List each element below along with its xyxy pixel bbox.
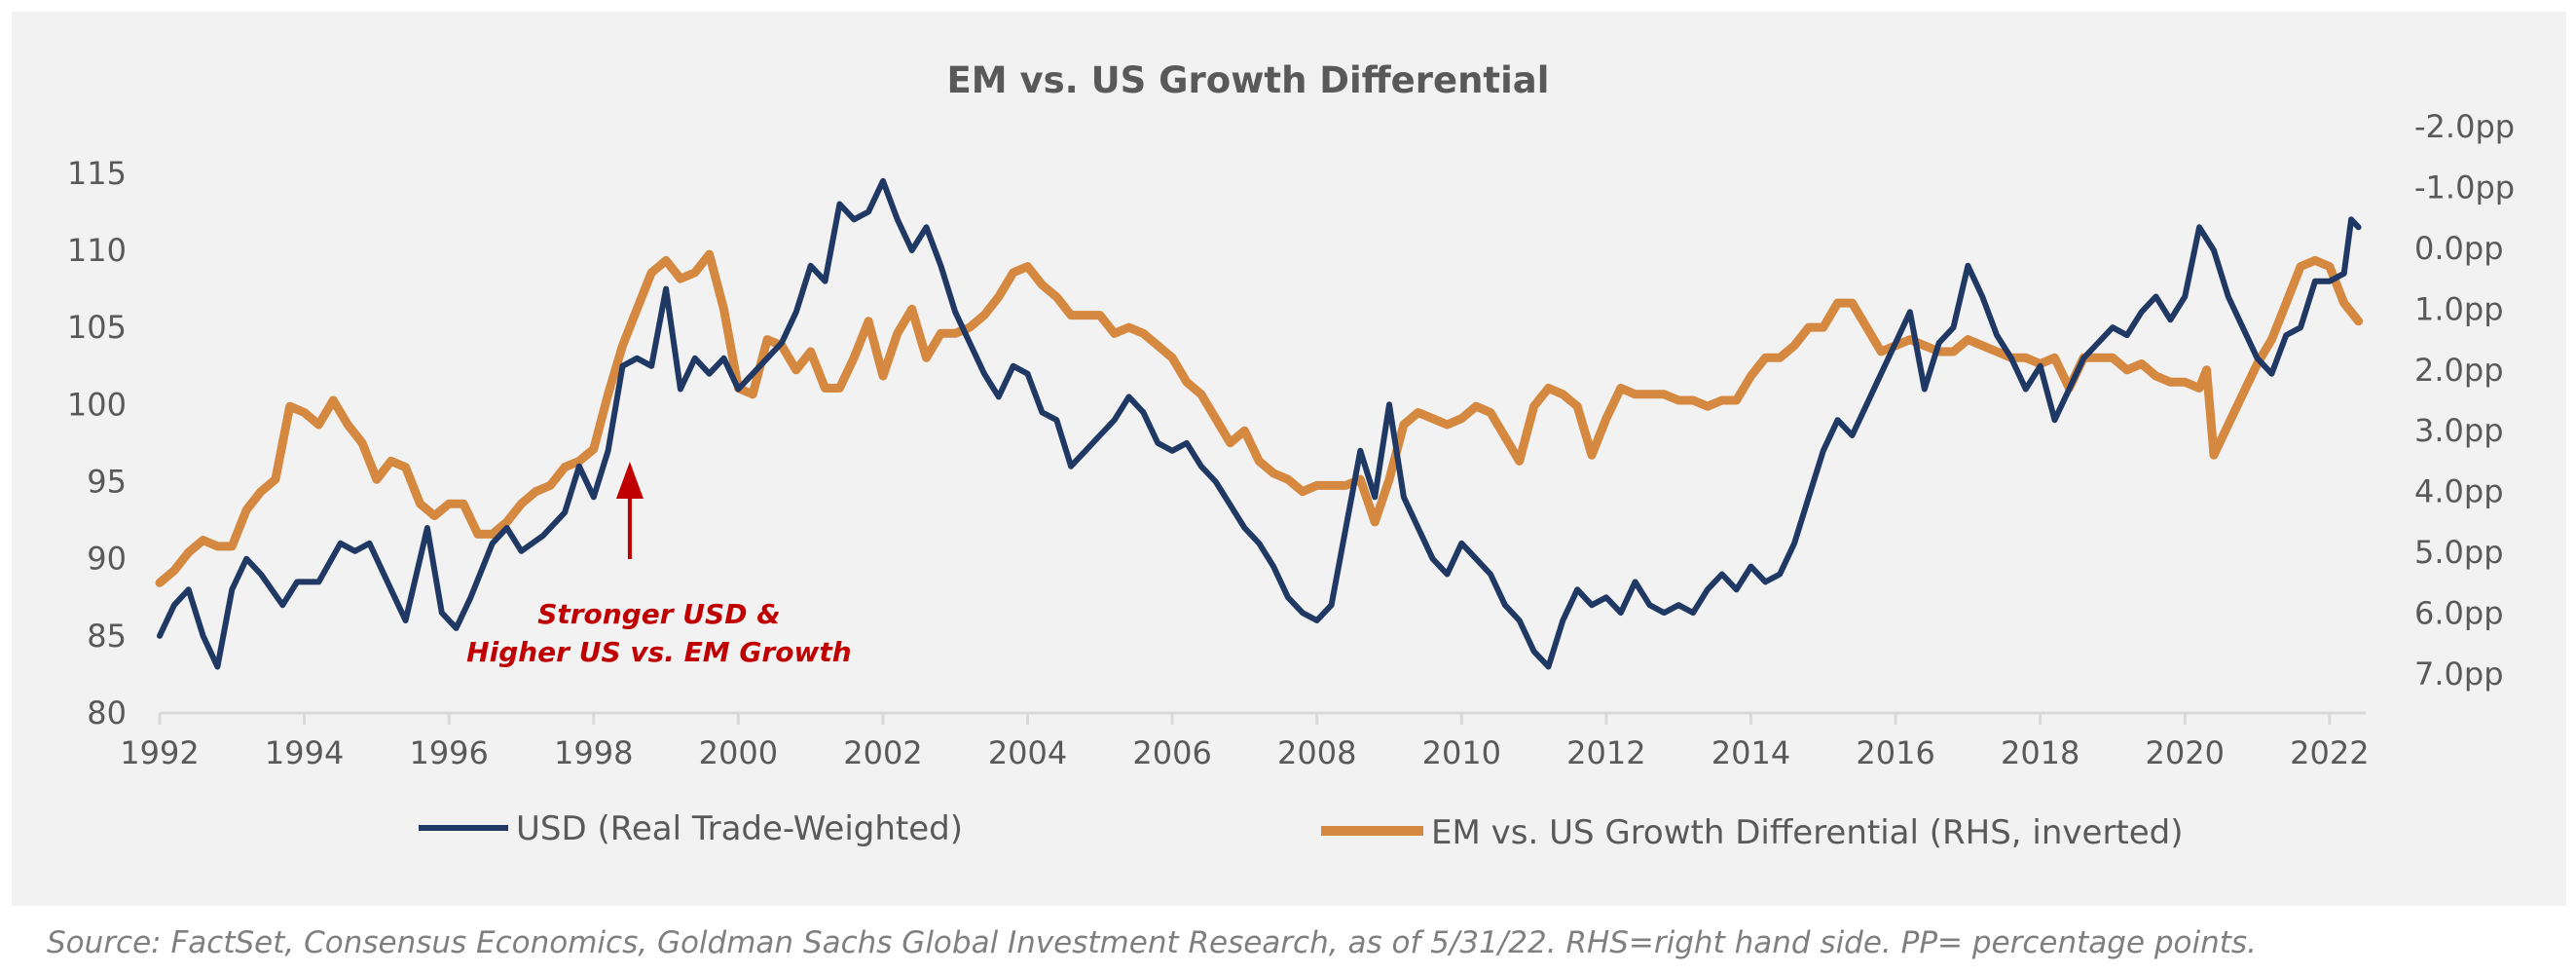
- left-tick-label: 115: [67, 155, 127, 192]
- left-tick-label: 90: [87, 541, 127, 578]
- right-tick-label: 3.0pp: [2414, 412, 2504, 449]
- annotation-arrow-head: [615, 462, 644, 499]
- right-tick-label: 5.0pp: [2414, 534, 2504, 571]
- chart-svg: EM vs. US Growth Differential 80 85 90 95 10…: [67, 59, 2515, 852]
- x-tick-label: 2012: [1566, 734, 1645, 771]
- x-tick-label: 2004: [988, 734, 1067, 771]
- x-tick-label: 1992: [120, 734, 199, 771]
- right-tick-label: -1.0pp: [2414, 169, 2515, 206]
- series-line-usd: [157, 177, 2362, 670]
- x-tick-label: 2008: [1277, 734, 1356, 771]
- series-layer: [155, 177, 2364, 670]
- right-axis-ticks: -2.0pp -1.0pp 0.0pp 1.0pp 2.0pp 3.0pp 4.0pp 5.0…: [2414, 108, 2515, 693]
- x-tick-label: 2000: [699, 734, 778, 771]
- x-tick-label: 2014: [1711, 734, 1790, 771]
- left-tick-label: 85: [87, 618, 127, 655]
- series-line-em-growth-differential: [155, 249, 2364, 587]
- annotation-line-2: Higher US vs. EM Growth: [466, 636, 851, 668]
- left-tick-label: 105: [67, 309, 127, 346]
- right-tick-label: -2.0pp: [2414, 108, 2515, 145]
- legend-label-em: EM vs. US Growth Differential (RHS, inve…: [1431, 813, 2184, 852]
- annotation-line-1: Stronger USD &: [537, 598, 780, 630]
- right-tick-label: 4.0pp: [2414, 473, 2504, 510]
- right-tick-label: 2.0pp: [2414, 352, 2504, 389]
- source-note: Source: FactSet, Consensus Economics, Go…: [47, 925, 2257, 960]
- right-tick-label: 1.0pp: [2414, 290, 2504, 327]
- x-axis-ticks: 1992 1994 1996 1998 2000 2002 2004 2006 2008 2010…: [120, 713, 2370, 771]
- chart-panel: EM vs. US Growth Differential 80 85 90 95 10…: [12, 12, 2566, 906]
- x-tick-label: 2022: [2290, 734, 2369, 771]
- x-tick-label: 2006: [1132, 734, 1211, 771]
- x-tick-label: 2020: [2146, 734, 2225, 771]
- x-tick-label: 2010: [1422, 734, 1501, 771]
- left-tick-label: 110: [67, 232, 127, 269]
- x-tick-label: 1994: [265, 734, 344, 771]
- right-tick-label: 0.0pp: [2414, 230, 2504, 267]
- x-tick-label: 2018: [2001, 734, 2079, 771]
- left-axis-ticks: 80 85 90 95 100 105 110 115: [67, 155, 127, 731]
- left-tick-label: 95: [87, 464, 127, 501]
- right-tick-label: 6.0pp: [2414, 595, 2504, 632]
- x-tick-label: 1998: [554, 734, 633, 771]
- right-tick-label: 7.0pp: [2414, 656, 2504, 693]
- left-tick-label: 80: [87, 694, 127, 731]
- x-tick-label: 1996: [409, 734, 488, 771]
- legend-label-usd: USD (Real Trade-Weighted): [516, 809, 963, 848]
- x-tick-label: 2002: [843, 734, 922, 771]
- legend: USD (Real Trade-Weighted) EM vs. US Grow…: [419, 809, 2184, 852]
- annotation: Stronger USD & Higher US vs. EM Growth: [466, 462, 852, 668]
- left-tick-label: 100: [67, 386, 127, 423]
- chart-title: EM vs. US Growth Differential: [947, 59, 1550, 101]
- x-tick-label: 2016: [1856, 734, 1934, 771]
